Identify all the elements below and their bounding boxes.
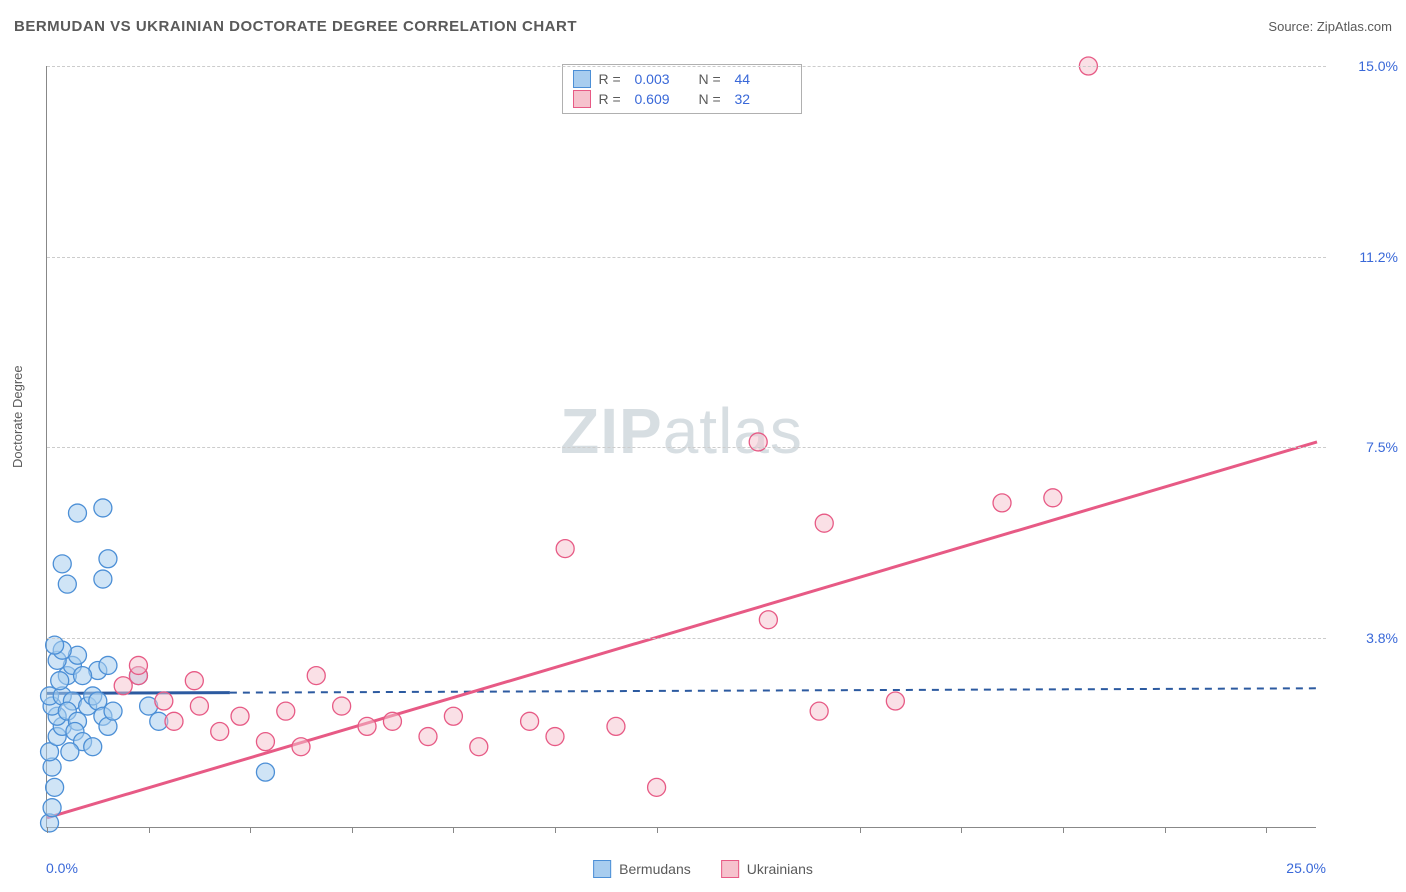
scatter-point bbox=[74, 667, 92, 685]
scatter-point bbox=[53, 555, 71, 573]
scatter-point bbox=[155, 692, 173, 710]
legend-series: Bermudans Ukrainians bbox=[593, 860, 813, 878]
scatter-point bbox=[84, 738, 102, 756]
x-tick bbox=[961, 827, 962, 833]
scatter-point bbox=[61, 743, 79, 761]
scatter-point bbox=[68, 504, 86, 522]
scatter-point bbox=[1044, 489, 1062, 507]
source-link[interactable]: ZipAtlas.com bbox=[1317, 19, 1392, 34]
scatter-point bbox=[94, 570, 112, 588]
x-tick bbox=[1063, 827, 1064, 833]
scatter-point bbox=[810, 702, 828, 720]
scatter-point bbox=[815, 514, 833, 532]
scatter-point bbox=[521, 712, 539, 730]
gridline bbox=[47, 447, 1326, 448]
x-axis-max-label: 25.0% bbox=[1286, 860, 1326, 876]
scatter-point bbox=[231, 707, 249, 725]
x-tick bbox=[1165, 827, 1166, 833]
gridline bbox=[47, 66, 1326, 67]
scatter-point bbox=[94, 499, 112, 517]
plot-area: ZIPatlas R = 0.003 N = 44 R = 0.609 N = … bbox=[46, 66, 1316, 828]
scatter-point bbox=[886, 692, 904, 710]
scatter-point bbox=[546, 728, 564, 746]
x-tick bbox=[352, 827, 353, 833]
y-axis-title: Doctorate Degree bbox=[10, 365, 25, 468]
y-tick-label: 15.0% bbox=[1358, 58, 1398, 74]
scatter-point bbox=[419, 728, 437, 746]
y-tick-label: 3.8% bbox=[1366, 630, 1398, 646]
scatter-point bbox=[307, 667, 325, 685]
legend-label: Ukrainians bbox=[747, 861, 813, 877]
scatter-point bbox=[277, 702, 295, 720]
y-tick-label: 11.2% bbox=[1359, 249, 1398, 265]
chart-title: BERMUDAN VS UKRAINIAN DOCTORATE DEGREE C… bbox=[14, 18, 577, 35]
scatter-point bbox=[58, 575, 76, 593]
scatter-point bbox=[749, 433, 767, 451]
x-axis-min-label: 0.0% bbox=[46, 860, 78, 876]
scatter-point bbox=[104, 702, 122, 720]
legend-item-bermudans: Bermudans bbox=[593, 860, 691, 878]
scatter-point bbox=[383, 712, 401, 730]
scatter-point bbox=[46, 636, 64, 654]
scatter-point bbox=[444, 707, 462, 725]
scatter-point bbox=[256, 733, 274, 751]
scatter-point bbox=[99, 550, 117, 568]
scatter-point bbox=[211, 722, 229, 740]
scatter-point bbox=[333, 697, 351, 715]
x-tick bbox=[453, 827, 454, 833]
source-label: Source: bbox=[1268, 19, 1313, 34]
x-tick bbox=[555, 827, 556, 833]
scatter-point bbox=[46, 778, 64, 796]
scatter-point bbox=[43, 799, 61, 817]
scatter-point bbox=[51, 672, 69, 690]
scatter-point bbox=[129, 656, 147, 674]
swatch-ukrainians bbox=[721, 860, 739, 878]
scatter-point bbox=[607, 717, 625, 735]
legend-item-ukrainians: Ukrainians bbox=[721, 860, 813, 878]
scatter-point bbox=[256, 763, 274, 781]
legend-label: Bermudans bbox=[619, 861, 691, 877]
scatter-point bbox=[165, 712, 183, 730]
gridline bbox=[47, 257, 1326, 258]
x-tick bbox=[47, 827, 48, 833]
swatch-bermudans bbox=[593, 860, 611, 878]
scatter-point bbox=[648, 778, 666, 796]
x-tick bbox=[1266, 827, 1267, 833]
x-tick bbox=[860, 827, 861, 833]
scatter-point bbox=[114, 677, 132, 695]
x-tick bbox=[149, 827, 150, 833]
gridline bbox=[47, 638, 1326, 639]
scatter-point bbox=[190, 697, 208, 715]
scatter-point bbox=[292, 738, 310, 756]
scatter-point bbox=[185, 672, 203, 690]
x-tick bbox=[250, 827, 251, 833]
scatter-point bbox=[470, 738, 488, 756]
scatter-point bbox=[759, 611, 777, 629]
chart-container: Doctorate Degree ZIPatlas R = 0.003 N = … bbox=[0, 48, 1406, 892]
y-tick-label: 7.5% bbox=[1366, 439, 1398, 455]
scatter-point bbox=[993, 494, 1011, 512]
scatter-point bbox=[99, 656, 117, 674]
scatter-point bbox=[358, 717, 376, 735]
x-tick bbox=[657, 827, 658, 833]
source-attribution: Source: ZipAtlas.com bbox=[1268, 19, 1392, 34]
scatter-point bbox=[556, 540, 574, 558]
